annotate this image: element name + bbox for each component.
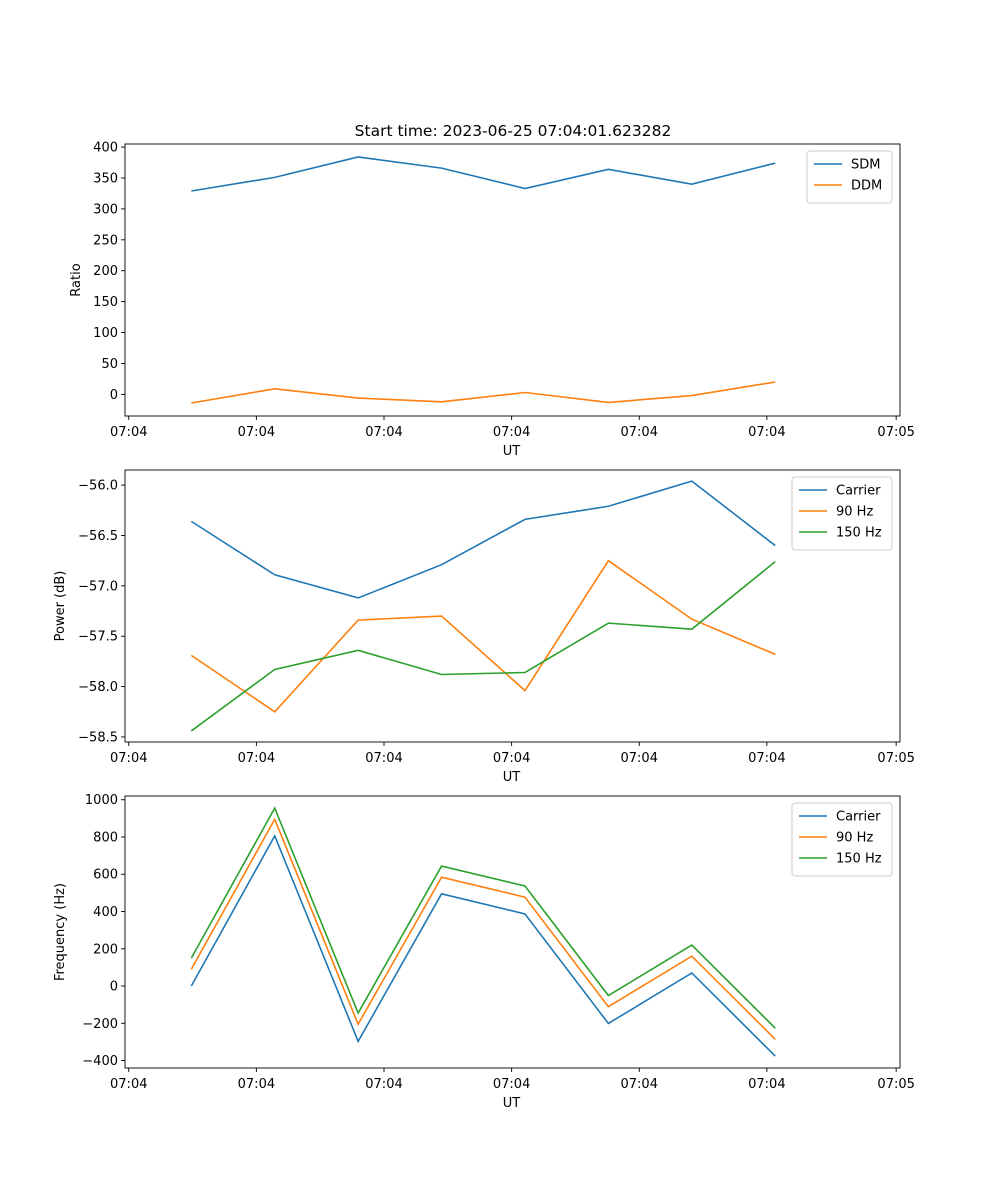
y-tick-label: 0 (110, 980, 118, 995)
figure-title: Start time: 2023-06-25 07:04:01.623282 (355, 122, 672, 140)
x-tick-label: 07:04 (493, 1077, 530, 1092)
legend: SDM DDM (806, 150, 893, 204)
y-tick-label: 100 (93, 326, 118, 341)
y-tick-label: 150 (93, 295, 118, 310)
x-tick-label: 07:04 (238, 425, 275, 440)
plot-frame (124, 143, 901, 417)
y-tick-label: 0 (110, 388, 118, 403)
legend-label: SDM (851, 158, 880, 173)
legend-label: 90 Hz (836, 831, 873, 846)
series-line-90-hz (190, 817, 776, 1040)
x-tick-label: 07:04 (238, 751, 275, 766)
chart-panel-3: 07:04 07:04 07:04 07:04 07:04 07:04 07:05 −400 −… (53, 793, 915, 1111)
x-tick-label: 07:04 (748, 1077, 785, 1092)
x-tick-label: 07:04 (493, 751, 530, 766)
y-tick-label: −57.5 (78, 630, 118, 645)
chart-panel-1: 07:04 07:04 07:04 07:04 07:04 07:04 07:05 0 50 10… (69, 141, 915, 459)
legend: Carrier 90 Hz 150 Hz (791, 476, 893, 551)
y-tick-label: −400 (82, 1054, 118, 1069)
y-tick-label: −56.0 (78, 479, 118, 494)
x-tick-label: 07:04 (748, 751, 785, 766)
series-line-90-hz (190, 559, 776, 713)
y-tick-label: −58.0 (78, 680, 118, 695)
x-tick-label: 07:04 (110, 425, 147, 440)
x-tick-label: 07:04 (365, 1077, 402, 1092)
x-axis-label: UT (503, 770, 521, 785)
y-axis-label: Power (dB) (53, 571, 68, 642)
legend-label: Carrier (836, 484, 881, 499)
y-tick-label: 250 (93, 233, 118, 248)
y-tick-label: −57.0 (78, 579, 118, 594)
x-tick-label: 07:04 (110, 751, 147, 766)
y-tick-label: 200 (93, 942, 118, 957)
x-tick-label: 07:04 (621, 751, 658, 766)
plot-frame (124, 795, 901, 1069)
y-tick-label: 400 (93, 905, 118, 920)
x-tick-label: 07:04 (365, 425, 402, 440)
x-axis-label: UT (503, 1096, 521, 1111)
legend-label: DDM (851, 179, 882, 194)
legend-label: 90 Hz (836, 505, 873, 520)
legend-label: Carrier (836, 810, 881, 825)
x-tick-label: 07:05 (877, 751, 914, 766)
x-tick-label: 07:04 (365, 751, 402, 766)
y-tick-label: 1000 (85, 793, 118, 808)
y-tick-label: 600 (93, 868, 118, 883)
y-tick-label: −200 (82, 1017, 118, 1032)
y-tick-label: 200 (93, 264, 118, 279)
series-line-150-hz (190, 806, 776, 1029)
y-tick-label: 350 (93, 172, 118, 187)
plot-frame (124, 469, 901, 743)
x-tick-label: 07:04 (238, 1077, 275, 1092)
series-line-sdm (191, 156, 776, 192)
series-line-ddm (191, 381, 776, 404)
x-tick-label: 07:04 (621, 425, 658, 440)
y-axis-label: Ratio (69, 263, 84, 296)
y-tick-label: 400 (93, 141, 118, 156)
chart-panels: 07:04 07:04 07:04 07:04 07:04 07:04 07:05 0 50 10… (53, 141, 915, 1111)
chart-panel-2: 07:04 07:04 07:04 07:04 07:04 07:04 07:05 −58.5… (53, 469, 915, 785)
x-tick-label: 07:04 (621, 1077, 658, 1092)
x-tick-label: 07:05 (877, 1077, 914, 1092)
x-axis-label: UT (503, 444, 521, 459)
series-line-150-hz (190, 561, 776, 732)
y-axis-label: Frequency (Hz) (53, 883, 68, 981)
legend: Carrier 90 Hz 150 Hz (791, 802, 893, 877)
legend-label: 150 Hz (836, 852, 882, 867)
y-tick-label: 800 (93, 830, 118, 845)
y-tick-label: −58.5 (78, 730, 118, 745)
y-tick-label: −56.5 (78, 529, 118, 544)
x-tick-label: 07:04 (748, 425, 785, 440)
legend-label: 150 Hz (836, 526, 882, 541)
y-tick-label: 50 (101, 357, 118, 372)
series-line-carrier (190, 480, 776, 599)
x-tick-label: 07:04 (110, 1077, 147, 1092)
x-tick-label: 07:04 (493, 425, 530, 440)
y-tick-label: 300 (93, 202, 118, 217)
series-line-carrier (190, 834, 776, 1057)
x-tick-label: 07:05 (877, 425, 914, 440)
